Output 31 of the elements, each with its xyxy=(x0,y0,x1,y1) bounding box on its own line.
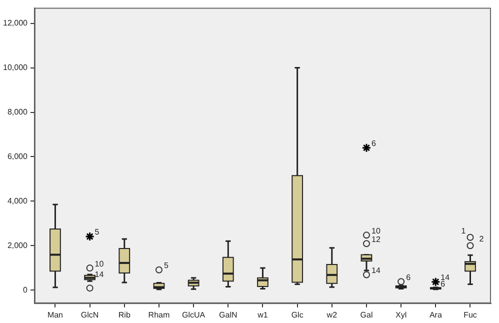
x-tick-label: w2 xyxy=(326,310,338,320)
annotation: 5 xyxy=(164,261,169,270)
x-tick-label: GalN xyxy=(219,310,238,320)
annotation: 14 xyxy=(371,266,381,275)
x-tick-label: Gal xyxy=(360,310,373,320)
annotation: 6 xyxy=(406,272,412,282)
x-tick-label: Rib xyxy=(118,310,131,320)
x-tick-label: GlcUA xyxy=(182,310,206,320)
annotation: 2 xyxy=(479,234,484,244)
y-tick-label: 2,000 xyxy=(7,240,28,250)
x-tick-label: Xyl xyxy=(396,310,407,320)
annotation: 1 xyxy=(461,226,466,236)
x-tick-label: GlcN xyxy=(80,310,99,320)
annotation: 14 xyxy=(94,270,104,280)
annotation: 10 xyxy=(371,226,381,236)
y-tick-label: 4,000 xyxy=(7,196,28,206)
annotation: 10 xyxy=(94,259,104,268)
x-tick-label: Rham xyxy=(148,310,170,320)
x-tick-label: w1 xyxy=(256,310,268,320)
x-tick-label: Ara xyxy=(429,310,442,320)
y-tick-label: 8,000 xyxy=(7,107,28,116)
x-tick-label: Man xyxy=(47,310,63,320)
annotation: 12 xyxy=(371,234,381,244)
y-tick-label: 12,000 xyxy=(3,18,28,28)
y-tick-label: 10,000 xyxy=(3,63,28,72)
x-tick-label: Glc xyxy=(291,310,304,320)
x-tick-label: Fuc xyxy=(464,310,477,320)
y-tick-label: 6,000 xyxy=(7,152,28,161)
y-tick-label: 0 xyxy=(23,285,28,294)
annotation: 6 xyxy=(371,139,376,148)
annotation: 5 xyxy=(94,228,100,237)
